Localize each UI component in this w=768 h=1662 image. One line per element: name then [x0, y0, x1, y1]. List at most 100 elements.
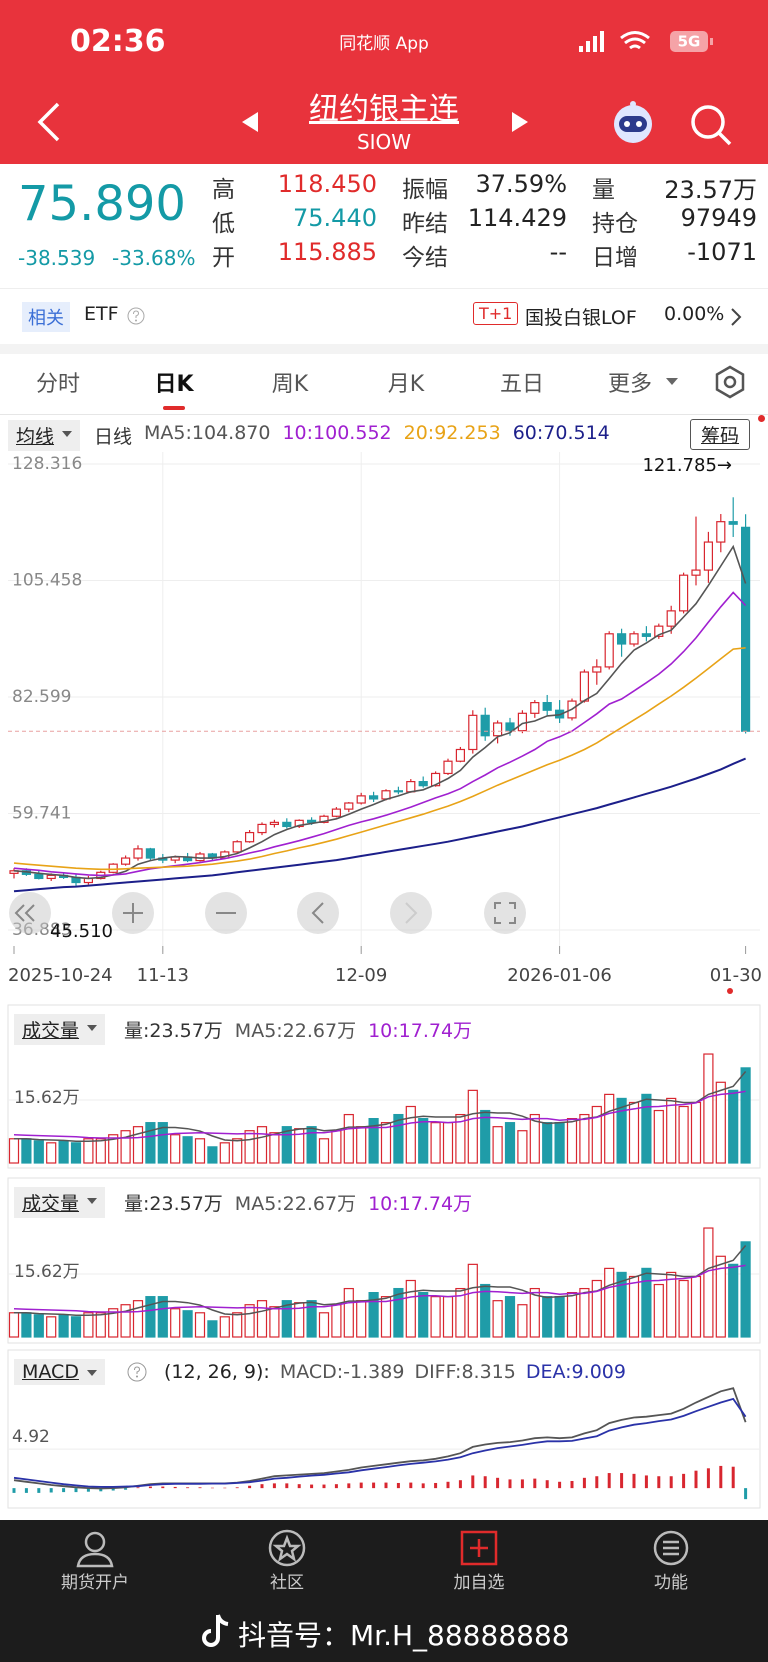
stat-value: 118.450	[277, 170, 377, 198]
macd-bar	[198, 1487, 202, 1489]
chevron[interactable]	[728, 306, 744, 328]
volume-menu[interactable]: 成交量	[14, 1014, 106, 1045]
volume-bar	[405, 1279, 416, 1338]
tab[interactable]: 周K	[271, 372, 309, 397]
nav-label[interactable]: 功能	[654, 1573, 688, 1593]
candle-body	[319, 815, 329, 823]
candle-body	[443, 760, 453, 775]
volume-bar	[690, 1101, 702, 1164]
volume-bar	[194, 1312, 206, 1338]
settings-icon[interactable]	[712, 364, 748, 400]
candle-body	[468, 714, 478, 751]
candle-body	[133, 848, 143, 859]
volume-bar	[46, 1142, 57, 1164]
volume-bar	[467, 1263, 478, 1338]
candle-body	[356, 795, 366, 804]
macd-bar	[49, 1488, 53, 1493]
code: SIOW	[356, 130, 412, 154]
volume-bar	[182, 1136, 193, 1164]
volume-bar	[70, 1142, 82, 1164]
candle-body	[517, 712, 528, 732]
help-icon[interactable]	[126, 1361, 148, 1383]
candle-body	[108, 863, 118, 873]
macd-bar	[310, 1484, 314, 1489]
back-button[interactable]	[30, 100, 70, 144]
title[interactable]: 纽约银主连	[309, 92, 459, 127]
candle-body	[691, 569, 701, 576]
overlay-button	[484, 892, 526, 934]
macd-bar	[458, 1480, 462, 1489]
ma-menu[interactable]: 均线	[8, 420, 81, 451]
candle-body	[282, 821, 292, 828]
change-pct: -33.68%	[112, 246, 196, 270]
legend-diff: DIFF:8.315	[414, 1361, 516, 1383]
ma-legend: 日线 MA5:104.870 10:100.552 20:92.253 60:7…	[94, 422, 610, 449]
prev-button[interactable]	[238, 110, 262, 134]
macd-bar	[322, 1484, 326, 1489]
volume-bar	[343, 1287, 354, 1338]
ma-line	[13, 757, 746, 893]
volume-bar	[715, 1255, 726, 1338]
nav-label[interactable]: 加自选	[453, 1573, 505, 1593]
volume-ma-line	[13, 1264, 746, 1313]
volume-bar	[728, 1089, 739, 1164]
volume-bar	[269, 1306, 280, 1338]
candle-body	[542, 702, 552, 711]
macd-bar	[260, 1484, 264, 1489]
volume-bar	[232, 1312, 243, 1338]
volume-bar	[95, 1312, 106, 1338]
help-icon[interactable]	[126, 306, 146, 326]
volume-bar	[256, 1126, 268, 1164]
search-icon[interactable]	[688, 102, 734, 148]
macd-bar	[210, 1487, 214, 1489]
gap	[0, 344, 768, 354]
candle-body	[455, 748, 465, 762]
volume-bar	[83, 1312, 94, 1338]
volume-bar	[219, 1142, 230, 1164]
y-tick-label: 4.92	[12, 1427, 50, 1447]
line-label: 日线	[94, 426, 133, 448]
assistant-icon[interactable]	[608, 100, 658, 146]
y-tick-label: 82.599	[12, 687, 71, 707]
related-chip[interactable]: 相关	[22, 302, 70, 332]
macd-menu[interactable]: MACD	[14, 1359, 105, 1385]
tab[interactable]: 分时	[35, 372, 80, 397]
candle-body	[393, 790, 403, 793]
candle-body	[493, 722, 503, 737]
volume-menu[interactable]: 成交量	[14, 1187, 106, 1218]
volume-bar	[579, 1287, 590, 1338]
tab[interactable]: 更多	[570, 366, 704, 398]
nav-label[interactable]: 期货开户	[61, 1573, 129, 1593]
overlay-icon	[405, 902, 418, 924]
next-button[interactable]	[508, 110, 532, 134]
stat-value: -1071	[687, 238, 757, 266]
volume-bar	[256, 1300, 268, 1338]
fund-name[interactable]: 国投白银LOF	[525, 307, 637, 329]
volume-bar	[616, 1271, 627, 1338]
legend-ma60: 60:70.514	[512, 422, 610, 444]
candle-body	[629, 633, 639, 645]
legend-ma20: 20:92.253	[403, 422, 501, 444]
tab[interactable]: 五日	[499, 372, 544, 397]
candle-body	[740, 526, 751, 732]
panel-frame	[7, 1004, 761, 1169]
candle-body	[505, 722, 515, 732]
volume-bar	[517, 1304, 528, 1338]
chip-button[interactable]: 筹码	[690, 419, 751, 450]
macd-bar	[186, 1487, 190, 1489]
high-annotation: 121.785→	[642, 455, 732, 476]
volume-bar	[132, 1300, 144, 1338]
tab[interactable]: 日K	[154, 372, 194, 397]
divider	[0, 288, 768, 289]
volume-bar	[306, 1126, 317, 1164]
nav-label[interactable]: 社区	[270, 1573, 304, 1593]
y-tick-label: 105.458	[12, 570, 82, 590]
tab[interactable]: 月K	[387, 372, 425, 397]
overlay-icon	[494, 902, 516, 924]
stat-label: 低	[212, 211, 235, 237]
volume-bar	[666, 1097, 677, 1164]
volume-ma-line	[13, 1090, 746, 1139]
volume-bar	[232, 1138, 243, 1164]
ma-line	[13, 544, 747, 880]
volume-bar	[529, 1113, 540, 1164]
